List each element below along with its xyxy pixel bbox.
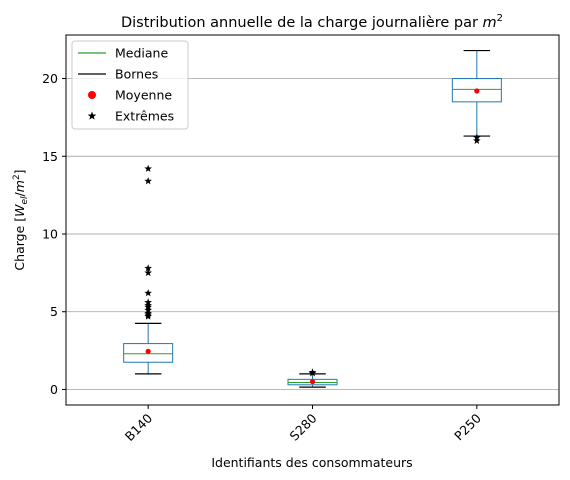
mean-marker [145, 348, 151, 354]
flier-marker [144, 264, 152, 272]
boxplot-P250 [451, 49, 502, 144]
legend-dot-swatch [88, 91, 96, 99]
x-tick-label: P250 [451, 410, 484, 443]
y-axis-label: Charge [Wel/m2] [12, 169, 30, 270]
legend-label: Moyenne [115, 88, 172, 103]
legend-label: Extrêmes [115, 109, 174, 124]
y-tick-label: 15 [42, 149, 58, 164]
flier-marker [144, 289, 152, 297]
box [123, 343, 174, 363]
flier-marker [473, 136, 481, 144]
boxplots [123, 49, 502, 388]
legend-item: Extrêmes [87, 109, 174, 124]
x-tick-label: S280 [287, 410, 320, 443]
legend-item: Moyenne [88, 88, 172, 103]
flier-marker [144, 177, 152, 185]
x-tick-label: B140 [122, 410, 156, 444]
legend-frame [71, 40, 189, 130]
y-axis: 0 5 10 15 20 [42, 71, 66, 397]
y-tick-label: 5 [50, 304, 58, 319]
legend-item: Mediane [78, 46, 168, 61]
x-axis: B140 S280 P250 [122, 405, 484, 444]
flier-marker [144, 164, 152, 172]
x-axis-label: Identifiants des consommateurs [211, 455, 412, 470]
legend-label: Mediane [115, 46, 168, 61]
y-tick-label: 20 [42, 71, 58, 86]
legend-item: Bornes [78, 67, 158, 82]
mean-marker [474, 88, 480, 94]
legend-star-swatch [87, 111, 97, 120]
boxplot-B140 [123, 164, 174, 375]
boxplot-S280 [287, 368, 338, 388]
flier-marker [144, 268, 152, 277]
legend: Mediane Bornes Moyenne Extrêmes [71, 40, 189, 130]
chart-title: Distribution annuelle de la charge journ… [121, 13, 503, 31]
y-tick-label: 10 [42, 226, 58, 241]
box [451, 78, 502, 103]
y-tick-label: 0 [50, 382, 58, 397]
flier-marker [144, 312, 152, 320]
flier-marker [308, 369, 317, 377]
mean-marker [309, 379, 316, 385]
legend-label: Bornes [115, 67, 158, 82]
